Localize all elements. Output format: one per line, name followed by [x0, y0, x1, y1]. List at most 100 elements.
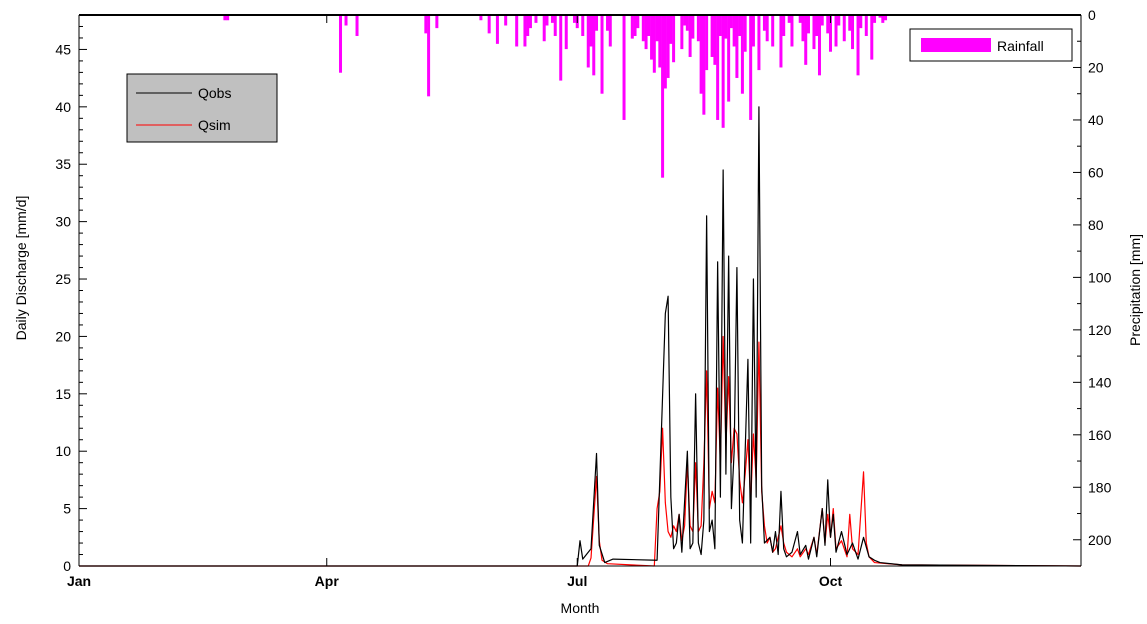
rainfall-bar-65 — [729, 15, 733, 29]
rainfall-bar-55 — [699, 15, 703, 94]
rainfall-bar-23 — [572, 15, 576, 23]
rainfall-bar-0 — [223, 15, 227, 21]
right-tick-label: 180 — [1088, 479, 1112, 495]
rainfall-bar-52 — [688, 15, 692, 57]
rainfall-bar-71 — [749, 15, 753, 120]
rainfall-bar-26 — [586, 15, 590, 68]
rainfall-bar-53 — [691, 15, 695, 39]
rainfall-bar-81 — [798, 15, 802, 23]
rainfall-bar-83 — [804, 15, 808, 65]
rainfall-bar-5 — [424, 15, 428, 34]
rainfall-bar-31 — [606, 15, 610, 31]
rainfall-bar-89 — [826, 15, 830, 34]
rainfall-bar-74 — [762, 15, 766, 31]
rainfall-bar-15 — [528, 15, 532, 29]
rainfall-bar-6 — [427, 15, 431, 97]
right-tick-label: 80 — [1088, 217, 1104, 233]
rainfall-bar-102 — [881, 15, 885, 23]
discharge-legend: Qobs Qsim — [126, 73, 278, 143]
rainfall-bar-54 — [696, 15, 700, 42]
rainfall-bar-85 — [812, 15, 816, 50]
rainfall-bar-45 — [663, 15, 667, 89]
rainfall-bar-4 — [355, 15, 359, 36]
rainfall-bar-47 — [669, 15, 673, 44]
rainfall-bar-67 — [735, 15, 739, 78]
rainfall-bar-39 — [647, 15, 651, 36]
left-tick-label: 0 — [63, 558, 71, 574]
rainfall-bar-57 — [705, 15, 709, 71]
rainfall-bar-60 — [716, 15, 720, 120]
rainfall-bar-100 — [873, 15, 877, 23]
legend-label-rainfall: Rainfall — [997, 38, 1044, 54]
rainfall-bar-17 — [542, 15, 546, 42]
rainfall-bar-37 — [641, 15, 645, 42]
x-axis-title: Month — [561, 600, 600, 616]
left-tick-label: 35 — [55, 156, 71, 172]
rainfall-bar-72 — [751, 15, 755, 47]
left-y-axis-title: Daily Discharge [mm/d] — [13, 196, 29, 341]
rainfall-bar-101 — [878, 15, 882, 18]
right-tick-label: 0 — [1088, 7, 1096, 23]
rainfall-bar-88 — [820, 15, 824, 26]
right-tick-label: 200 — [1088, 532, 1112, 548]
rainfall-bar-75 — [765, 15, 769, 42]
rainfall-bar-93 — [842, 15, 846, 42]
rainfall-bar-38 — [644, 15, 648, 50]
discharge-legend-box — [126, 73, 278, 143]
rainfall-bar-44 — [661, 15, 665, 178]
rainfall-bar-76 — [771, 15, 775, 47]
rainfall-bar-2 — [339, 15, 343, 73]
rainfall-bar-27 — [589, 15, 593, 47]
rainfall-bar-34 — [630, 15, 634, 39]
rainfall-bar-77 — [779, 15, 783, 68]
rainfall-bar-51 — [685, 15, 689, 31]
x-tick-label: Jul — [567, 573, 587, 589]
rainfall-bar-36 — [636, 15, 640, 29]
rainfall-bar-98 — [864, 15, 868, 36]
right-tick-label: 20 — [1088, 59, 1104, 75]
rainfall-bar-13 — [523, 15, 527, 47]
rainfall-bar-82 — [801, 15, 805, 42]
left-tick-label: 10 — [55, 443, 71, 459]
legend-swatch-rainfall — [921, 38, 991, 52]
rainfall-bar-50 — [683, 15, 687, 26]
series-line-qobs — [79, 106, 1082, 567]
left-tick-label: 20 — [55, 328, 71, 344]
rainfall-bar-68 — [738, 15, 742, 36]
rainfall-bar-90 — [829, 15, 832, 52]
x-tick-label: Jan — [67, 573, 91, 589]
rainfall-bar-46 — [666, 15, 670, 78]
rainfall-bar-63 — [724, 15, 728, 39]
rainfall-bar-7 — [435, 15, 439, 29]
rainfall-bar-94 — [848, 15, 852, 31]
rainfall-bar-78 — [782, 15, 786, 36]
right-tick-label: 40 — [1088, 112, 1104, 128]
rainfall-bar-42 — [655, 15, 659, 42]
right-tick-label: 100 — [1088, 269, 1112, 285]
rainfall-bar-95 — [851, 15, 855, 50]
rainfall-bar-56 — [702, 15, 706, 115]
rainfall-bar-35 — [633, 15, 637, 36]
rainfall-bar-58 — [710, 15, 714, 57]
rainfall-bar-43 — [658, 15, 662, 68]
left-tick-label: 40 — [55, 99, 71, 115]
rainfall-bar-73 — [757, 15, 761, 71]
right-y-axis-title: Precipitation [mm] — [1127, 234, 1143, 346]
rainfall-bar-14 — [526, 15, 530, 36]
rainfall-bar-84 — [806, 15, 810, 34]
rainfall-bar-96 — [856, 15, 860, 76]
rainfall-bar-66 — [732, 15, 736, 47]
rainfall-bar-20 — [553, 15, 557, 36]
rainfall-bar-9 — [487, 15, 491, 34]
rainfall-legend: Rainfall — [909, 28, 1073, 62]
rainfall-bar-25 — [581, 15, 585, 36]
left-tick-label: 15 — [55, 386, 71, 402]
rainfall-bar-79 — [787, 15, 791, 23]
rainfall-bar-28 — [592, 15, 596, 76]
x-tick-label: Oct — [819, 573, 843, 589]
rainfall-bar-3 — [344, 15, 348, 26]
left-tick-label: 45 — [55, 41, 71, 57]
rainfall-bar-30 — [600, 15, 604, 94]
left-tick-label: 5 — [63, 501, 71, 517]
